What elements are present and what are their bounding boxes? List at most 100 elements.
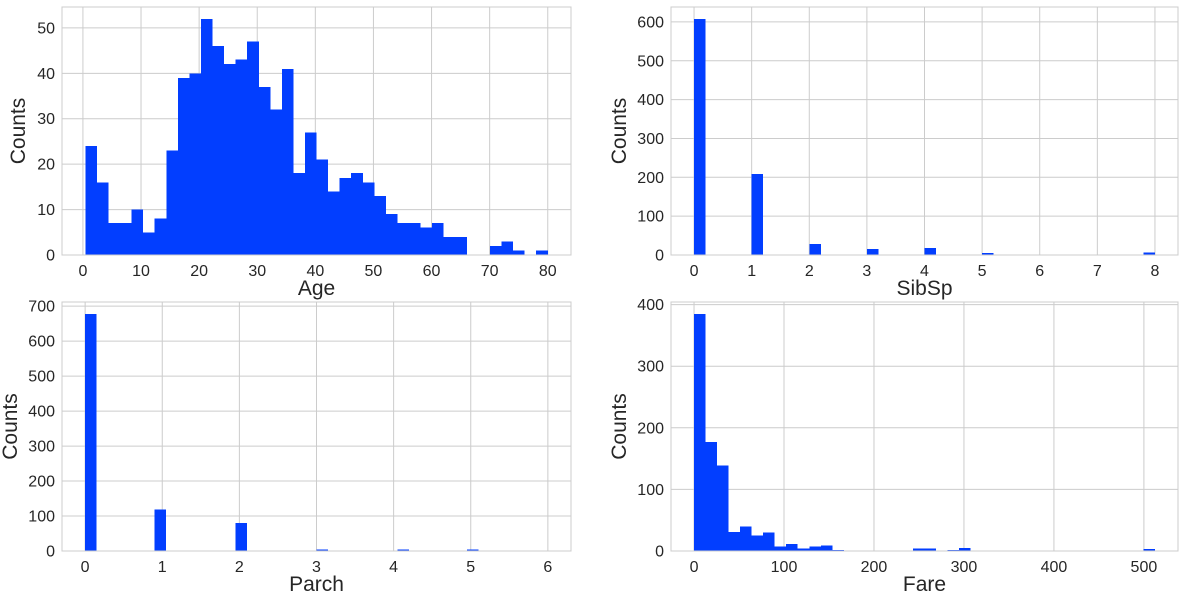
chart-panel-fare: 0 100 200 300 400 0 100 200 300 400 500 Fare Counts	[608, 297, 1179, 596]
x-tick-label: 4	[389, 559, 398, 576]
y-tick-label: 200	[637, 170, 664, 187]
histogram-bar	[1143, 252, 1155, 255]
histogram-bar	[740, 526, 752, 551]
x-tick-label: 20	[190, 263, 208, 280]
histogram-bar	[832, 549, 844, 551]
histogram-bar	[304, 132, 317, 255]
x-tick-label: 200	[861, 559, 888, 576]
x-tick-label: 8	[1151, 263, 1160, 280]
y-tick-label: 500	[28, 369, 55, 386]
y-axis-label: Counts	[608, 98, 631, 165]
y-tick-label: 100	[637, 209, 664, 226]
y-tick-label: 0	[46, 248, 55, 265]
chart-panel-parch: 0 100 200 300 400 500 600 700 0 1 2 3 4 5 6 Parch Counts	[0, 299, 572, 596]
histogram-bar	[751, 535, 764, 551]
histogram-bar	[694, 313, 706, 551]
x-tick-label: 3	[312, 559, 321, 576]
histogram-bar	[362, 182, 375, 255]
histogram-bar	[235, 523, 248, 551]
y-tick-label: 400	[637, 92, 664, 109]
x-tick-label: 300	[951, 559, 978, 576]
chart-panel-age: 0 10 20 30 40 50 0 10 20 30 40 50 60 70 80 Age Counts	[7, 6, 572, 300]
x-tick-label: 50	[365, 263, 383, 280]
histogram-bar	[270, 109, 282, 256]
histogram-bar	[316, 549, 329, 551]
x-tick-label: 0	[690, 559, 699, 576]
histogram-bar	[717, 465, 729, 551]
histogram-bar	[912, 548, 925, 551]
x-tick-label: 0	[690, 263, 699, 280]
histogram-bar	[235, 59, 248, 255]
x-tick-label: 2	[235, 559, 244, 576]
y-tick-label: 300	[637, 359, 664, 376]
histogram-bar	[281, 68, 294, 256]
histogram-bar	[143, 232, 155, 255]
y-axis-label: Counts	[0, 393, 22, 460]
histogram-bar	[809, 244, 821, 255]
histogram-bar	[247, 41, 259, 256]
histogram-bar	[866, 248, 879, 255]
x-tick-label: 6	[543, 559, 552, 576]
histogram-bar	[786, 544, 798, 551]
y-tick-label: 40	[37, 66, 55, 83]
y-tick-label: 500	[637, 53, 664, 70]
y-tick-label: 200	[28, 474, 55, 491]
histogram-bar	[797, 548, 810, 551]
histogram-bar	[409, 223, 421, 255]
x-tick-label: 3	[862, 263, 871, 280]
histogram-bar	[316, 159, 329, 255]
histogram-bar	[728, 531, 741, 551]
plot-frame	[61, 6, 572, 256]
histogram-bar	[420, 227, 433, 255]
x-tick-label: 30	[248, 263, 266, 280]
x-tick-label: 4	[920, 263, 929, 280]
histogram-bar	[536, 250, 548, 255]
histogram-bar	[924, 248, 937, 255]
histogram-bar	[694, 18, 706, 255]
histogram-bar	[763, 532, 775, 551]
y-tick-label: 50	[37, 20, 55, 37]
y-tick-label: 0	[655, 248, 664, 265]
plot-frame	[61, 301, 572, 552]
histogram-bar	[774, 546, 787, 551]
y-axis-label: Counts	[7, 98, 30, 165]
histogram-bar	[489, 245, 502, 255]
x-tick-label: 80	[539, 263, 557, 280]
histogram-bar	[339, 177, 352, 255]
histogram-bar	[501, 241, 514, 255]
x-tick-label: 5	[978, 263, 987, 280]
x-tick-label: 10	[132, 263, 150, 280]
histogram-bar	[177, 77, 190, 255]
histogram-bar	[154, 218, 167, 255]
plot-frame	[670, 6, 1179, 256]
y-tick-label: 600	[637, 14, 664, 31]
y-tick-label: 100	[637, 482, 664, 499]
y-tick-label: 100	[28, 509, 55, 526]
histogram-bar	[200, 18, 213, 255]
y-tick-label: 700	[28, 299, 55, 316]
x-axis-label: SibSp	[896, 277, 952, 300]
y-tick-label: 200	[637, 420, 664, 437]
x-tick-label: 70	[481, 263, 499, 280]
histogram-bar	[351, 173, 363, 255]
histogram-bar	[513, 250, 525, 255]
plot-frame	[670, 301, 1179, 552]
histogram-bar	[154, 509, 167, 551]
histogram-bar	[131, 209, 144, 255]
histogram-bar	[108, 223, 121, 255]
histogram-bar	[443, 236, 456, 255]
x-tick-label: 0	[78, 263, 87, 280]
histogram-bar	[166, 150, 178, 255]
histogram-bar	[85, 313, 97, 551]
x-tick-label: 1	[747, 263, 756, 280]
y-tick-label: 30	[37, 111, 55, 128]
histogram-bar	[982, 253, 994, 255]
y-tick-label: 20	[37, 157, 55, 174]
histogram-bar	[120, 223, 132, 255]
x-tick-label: 1	[158, 559, 167, 576]
histogram-bar	[212, 46, 225, 255]
histogram-bar	[189, 73, 201, 255]
histogram-bar	[328, 191, 340, 255]
y-tick-label: 300	[28, 439, 55, 456]
